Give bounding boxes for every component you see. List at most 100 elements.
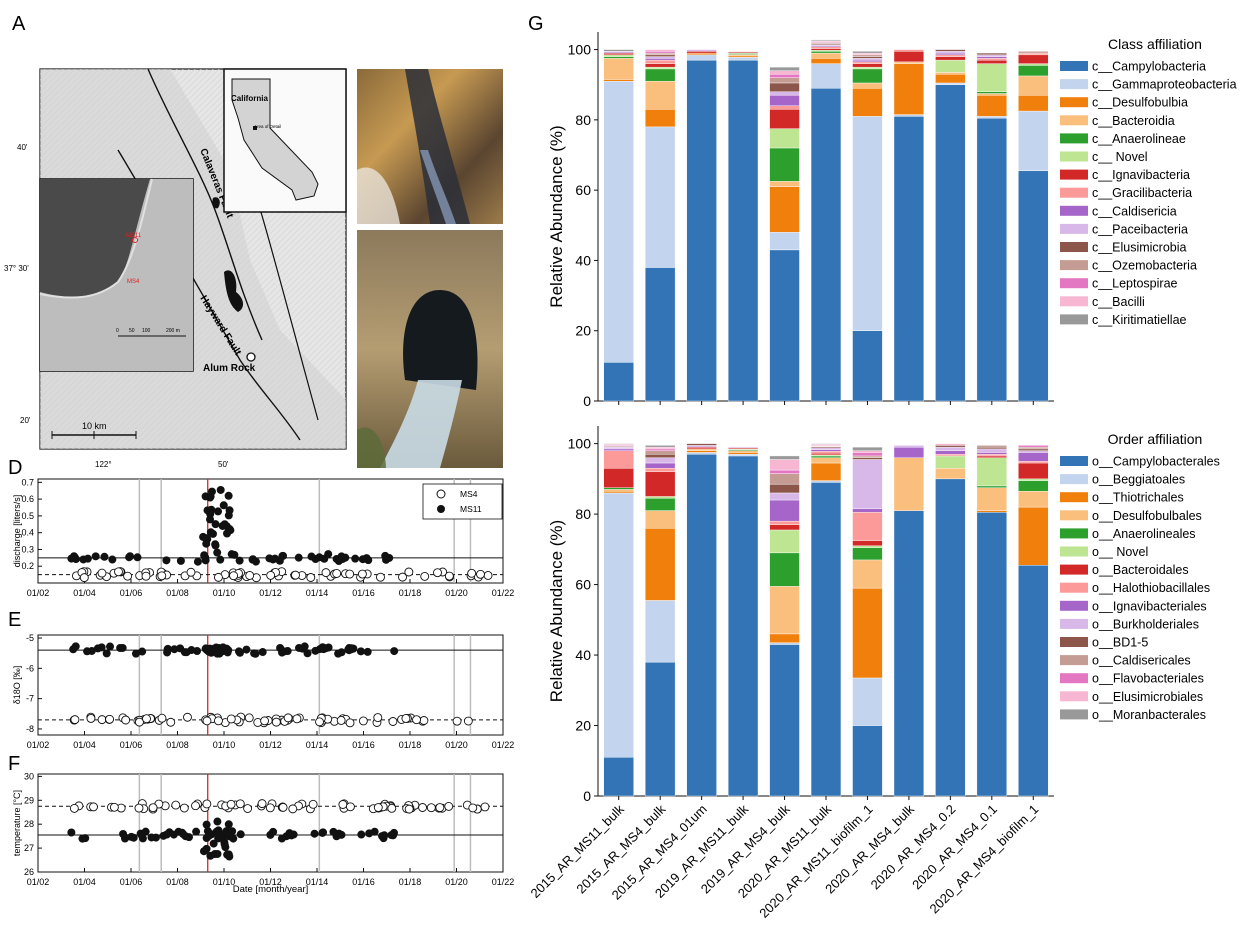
panel-label-g: G	[528, 13, 544, 35]
order-chart-bar-4-11	[769, 473, 800, 485]
class-chart-bar-0-5	[603, 54, 634, 57]
order-chart-bar-9-7	[976, 453, 1007, 457]
panel-d-ms11-point	[214, 507, 223, 516]
panel-d-ms11-point	[200, 551, 209, 560]
panel-e-ms4-point	[142, 714, 151, 724]
order-chart-legend-swatch-13	[1060, 691, 1088, 702]
class-chart-ytick-label-2: 40	[575, 252, 591, 268]
panel-d-ms11-point	[381, 551, 390, 560]
panel-d-ms11-point	[100, 552, 109, 561]
class-chart-bar-6-9	[852, 58, 883, 61]
photo-b-snow-rock	[357, 167, 400, 224]
panel-f-ms11-point	[216, 829, 225, 838]
order-chart-bar-0-2	[603, 490, 634, 494]
class-chart-bar-1-7	[645, 59, 676, 64]
order-chart-bar-9-2	[976, 510, 1007, 513]
panel-d-xtick-label-7: 01/16	[352, 588, 375, 598]
panel-e-xtick-label-6: 01/14	[306, 740, 329, 750]
class-chart-bar-6-5	[852, 66, 883, 70]
class-chart-legend-label-3: c__Bacteroidia	[1092, 114, 1175, 128]
panel-f-ms11-point	[147, 833, 156, 842]
class-chart-bar-8-3	[935, 72, 966, 75]
order-chart-bar-1-13	[645, 446, 676, 450]
panel-f-xtick-label-9: 01/20	[445, 877, 468, 887]
detail-site-label-ms11: MS11	[126, 233, 142, 239]
class-chart-bar-2-9	[686, 49, 717, 52]
class-chart-legend-swatch-7	[1060, 187, 1088, 198]
class-chart-bar-5-0	[810, 88, 842, 402]
panel-f-ms4-point	[468, 803, 478, 813]
class-chart-bar-4-12	[769, 73, 800, 78]
panel-e-xtick-label-7: 01/16	[352, 740, 375, 750]
class-chart-bar-10-5	[1018, 63, 1049, 66]
panel-f-ms4-point	[265, 803, 275, 813]
class-chart-bar-4-14	[769, 66, 800, 71]
order-chart-bar-3-2	[727, 452, 759, 455]
panel-e-ms11-point	[235, 648, 244, 657]
panel-d-ms4-point	[266, 570, 276, 580]
panel-e-ms11-point	[138, 647, 147, 656]
panel-e-ms4-point	[373, 713, 383, 723]
class-chart-bar-10-3	[1018, 75, 1049, 96]
panel-f-ytick-label-4: 30	[24, 771, 34, 781]
order-chart-bar-10-11	[1018, 446, 1049, 450]
class-chart-bar-10-11	[1018, 51, 1049, 54]
panel-d-ms4-point	[114, 567, 123, 577]
class-chart-bar-7-6	[893, 51, 925, 63]
order-chart-bar-6-1	[852, 677, 883, 726]
panel-f-ms11-point	[224, 850, 233, 859]
class-chart-bar-1-1	[645, 126, 676, 268]
panel-e-ms11-point	[106, 642, 115, 651]
order-chart-bar-7-8	[893, 446, 925, 458]
panel-d-ms11-point	[193, 557, 202, 566]
panel-e-ms11-point	[347, 644, 356, 653]
panel-f-ms11-point	[162, 830, 171, 839]
panel-f-ms11-point	[223, 828, 232, 837]
order-chart-bar-4-6	[769, 524, 800, 531]
class-chart-bar-8-8	[935, 52, 966, 56]
order-chart-bar-9-4	[976, 485, 1007, 488]
panel-f-ms4-point	[148, 803, 158, 813]
class-chart-bar-6-0	[852, 330, 883, 402]
class-chart-bar-6-11	[852, 54, 883, 57]
panel-e-ms11-point	[303, 649, 312, 658]
panel-e-ms11-point	[102, 649, 111, 658]
order-chart-bar-7-3	[893, 457, 925, 511]
order-chart-bar-10-9	[1018, 450, 1049, 453]
order-chart-bar-8-5	[935, 455, 966, 469]
order-chart-ytick-label-5: 100	[568, 436, 592, 452]
panel-e-xtick-label-0: 01/02	[27, 740, 50, 750]
order-chart-bar-0-3	[603, 489, 634, 492]
order-chart-legend-label-13: o__Elusimicrobiales	[1092, 690, 1203, 704]
order-chart-ytick-label-2: 40	[575, 647, 591, 663]
panel-e-ms4-point	[166, 717, 176, 727]
order-chart-bar-4-9	[769, 492, 800, 501]
order-chart-bar-0-0	[603, 757, 634, 797]
class-chart-bar-4-2	[769, 186, 800, 233]
order-chart-bar-8-10	[935, 445, 966, 448]
class-chart-bar-5-6	[810, 48, 842, 51]
panel-e-ms11-point	[390, 647, 399, 656]
panel-e-ms4-point	[463, 716, 473, 726]
panel-f-ms11-point	[169, 830, 178, 839]
order-chart-bar-5-9	[810, 447, 842, 450]
order-chart-bar-4-4	[769, 552, 800, 587]
panel-label-f: F	[8, 753, 20, 775]
panel-d-ms4-point	[467, 568, 477, 578]
order-chart-legend-swatch-10	[1060, 637, 1088, 647]
class-chart-bar-5-14	[810, 39, 842, 41]
class-chart-bar-0-6	[603, 52, 634, 56]
order-chart-ytick-label-3: 60	[575, 577, 591, 593]
panel-e-ytick-label-3: -8	[26, 724, 34, 734]
panel-f-ms4-point	[345, 802, 355, 812]
panel-d-xtick-label-0: 01/02	[27, 588, 50, 598]
panel-e-ms4-point	[292, 714, 302, 724]
class-chart-bar-0-0	[603, 362, 634, 402]
order-chart-bar-1-8	[645, 462, 676, 469]
order-chart-bar-2-6	[686, 446, 717, 450]
class-chart-bar-3-6	[727, 51, 759, 53]
class-chart-bar-6-6	[852, 63, 883, 68]
panel-d-ms4-point	[476, 569, 485, 579]
panel-f-ms4-point	[404, 804, 414, 814]
map-lon-tick-122: 122°	[95, 460, 112, 469]
